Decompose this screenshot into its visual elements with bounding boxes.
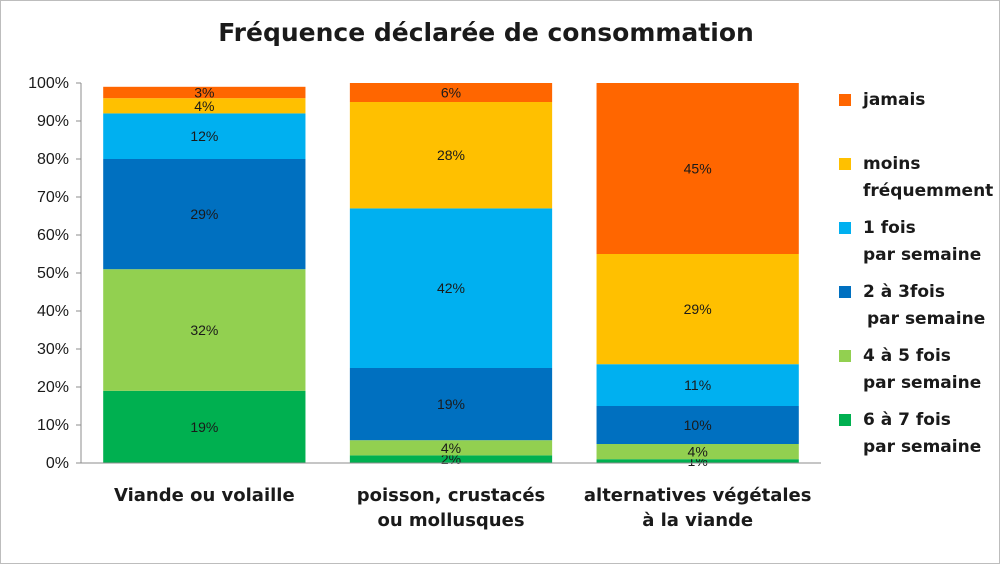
data-label: 28% (437, 147, 465, 163)
bar-segment (349, 455, 553, 463)
data-label: 19% (190, 419, 218, 435)
bar-segment (596, 254, 799, 365)
bar-segment (103, 269, 306, 391)
data-label: 29% (190, 206, 218, 222)
data-label: 29% (684, 301, 712, 317)
data-label: 4% (194, 98, 214, 114)
bar-segment (103, 159, 306, 270)
x-category-label-line: Viande ou volaille (114, 485, 295, 506)
y-tick-label: 10% (37, 417, 69, 434)
legend-swatch (839, 286, 851, 298)
legend-swatch (839, 350, 851, 362)
y-tick-label: 50% (37, 265, 69, 282)
bar-segment (349, 368, 553, 441)
y-tick-label: 100% (28, 75, 69, 92)
legend-label-line: par semaine (863, 437, 981, 457)
x-category-label: poisson, crustacés ou mollusques (357, 485, 546, 531)
bar-segment (103, 390, 306, 463)
data-label: 32% (190, 322, 218, 338)
y-axis: 0% 10% 20% 30% 40% 50% 60% 70% 80% 90% 100% (28, 75, 82, 472)
legend-label: 6 à 7 fois par semaine (863, 410, 981, 457)
x-category-label-line: à la viande (642, 510, 753, 531)
bar-segment (349, 83, 553, 102)
y-tick-label: 20% (37, 379, 69, 396)
y-tick-label: 0% (46, 455, 69, 472)
legend-swatch (839, 222, 851, 234)
legend-label-line: par semaine (867, 309, 985, 329)
bar-segment (103, 86, 306, 99)
bar-segment (596, 364, 799, 406)
y-tick-label: 70% (37, 189, 69, 206)
legend-label: 1 fois par semaine (863, 218, 981, 265)
bar-segment (103, 113, 306, 159)
data-label: 45% (684, 161, 712, 177)
legend-label-line: jamais (862, 90, 925, 110)
legend-label-line: 4 à 5 fois (863, 346, 951, 366)
legend-label-line: par semaine (863, 373, 981, 393)
legend-label: 4 à 5 fois par semaine (863, 346, 981, 393)
x-category-label: Viande ou volaille (114, 485, 295, 506)
bar-segment (349, 102, 553, 209)
data-label: 19% (437, 396, 465, 412)
legend-swatch (839, 94, 851, 106)
data-label: 42% (437, 280, 465, 296)
bar-segment (596, 459, 799, 463)
bars: 19%32%29%12%4%3%2%4%19%42%28%6%1%4%10%11… (103, 83, 799, 469)
bar-segment (103, 98, 306, 114)
legend-label-line: 1 fois (863, 218, 916, 238)
data-label: 10% (684, 417, 712, 433)
x-category-label: alternatives végétales à la viande (584, 485, 812, 531)
bar-segment (596, 444, 799, 460)
legend-label-line: fréquemment (863, 181, 993, 201)
y-tick-label: 30% (37, 341, 69, 358)
x-category-label-line: alternatives végétales (584, 485, 812, 506)
data-label: 3% (194, 85, 214, 101)
legend-swatch (839, 414, 851, 426)
chart-title: Fréquence déclarée de consommation (218, 18, 754, 47)
bar-segment (596, 83, 799, 254)
legend-label-line: moins (863, 154, 920, 174)
bar-segment (349, 440, 553, 456)
data-label: 12% (190, 128, 218, 144)
legend-label-line: 2 à 3fois (863, 282, 945, 302)
data-label: 4% (441, 440, 461, 456)
legend-label: 2 à 3fois par semaine (863, 282, 985, 329)
legend-label: jamais (862, 90, 925, 110)
bar-segment (596, 406, 799, 444)
x-category-label-line: poisson, crustacés (357, 485, 546, 506)
legend-label-line: 6 à 7 fois (863, 410, 951, 430)
legend-label: moins fréquemment (863, 154, 993, 201)
bar-segment (349, 208, 553, 368)
x-category-label-line: ou mollusques (377, 510, 524, 531)
data-label: 4% (688, 444, 708, 460)
y-tick-label: 90% (37, 113, 69, 130)
y-tick-label: 60% (37, 227, 69, 244)
y-tick-label: 80% (37, 151, 69, 168)
legend-label-line: par semaine (863, 245, 981, 265)
data-label: 11% (684, 377, 711, 393)
x-axis: Viande ou volaille poisson, crustacés ou m… (81, 462, 821, 531)
y-tick-label: 40% (37, 303, 69, 320)
data-label: 6% (441, 85, 461, 101)
legend-swatch (839, 158, 851, 170)
